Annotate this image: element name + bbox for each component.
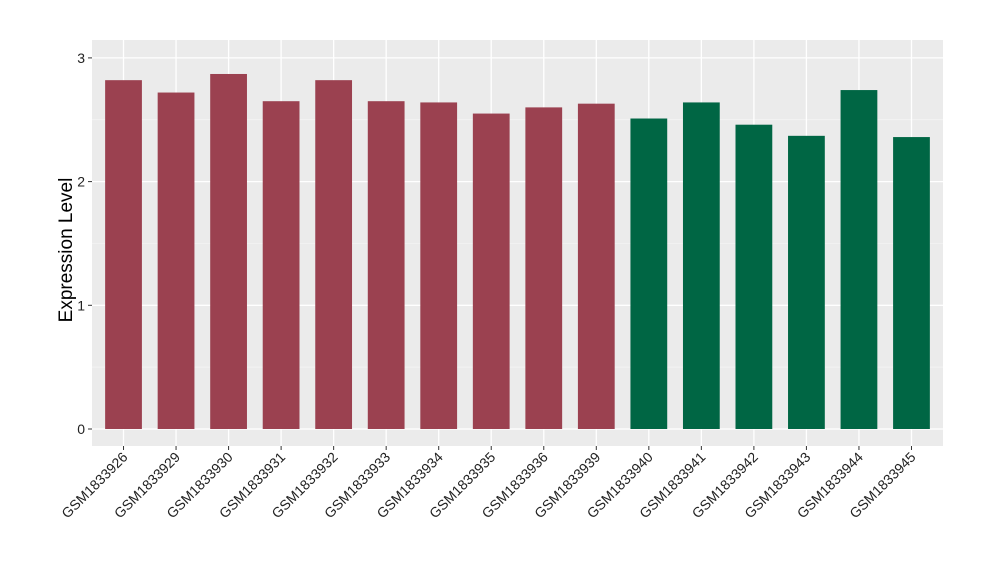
bar-GSM1833939: [577, 103, 615, 429]
bar-GSM1833945: [893, 137, 930, 429]
y-tick-label: 2: [77, 174, 85, 190]
bar-GSM1833926: [105, 80, 142, 429]
y-tick-label: 1: [77, 297, 85, 313]
bar-GSM1833944: [840, 90, 878, 429]
bar-GSM1833936: [525, 107, 563, 429]
bar-GSM1833940: [630, 118, 668, 429]
bars: [105, 73, 930, 429]
y-tick-label: 3: [77, 50, 85, 66]
bar-GSM1833932: [315, 80, 353, 429]
x-axis: GSM1833926GSM1833929GSM1833930GSM1833931…: [58, 446, 919, 521]
bar-GSM1833931: [262, 101, 300, 429]
y-axis-label: Expression Level: [56, 178, 77, 323]
bar-GSM1833942: [735, 124, 773, 429]
bar-GSM1833941: [682, 102, 720, 429]
bar-GSM1833943: [788, 135, 825, 429]
bar-GSM1833935: [472, 113, 510, 429]
bar-GSM1833930: [210, 73, 247, 429]
bar-GSM1833934: [420, 102, 458, 429]
bar-GSM1833933: [367, 101, 405, 429]
bar-GSM1833929: [157, 92, 195, 429]
y-tick-label: 0: [77, 421, 85, 437]
y-axis: 0 1 2 3: [77, 50, 92, 437]
